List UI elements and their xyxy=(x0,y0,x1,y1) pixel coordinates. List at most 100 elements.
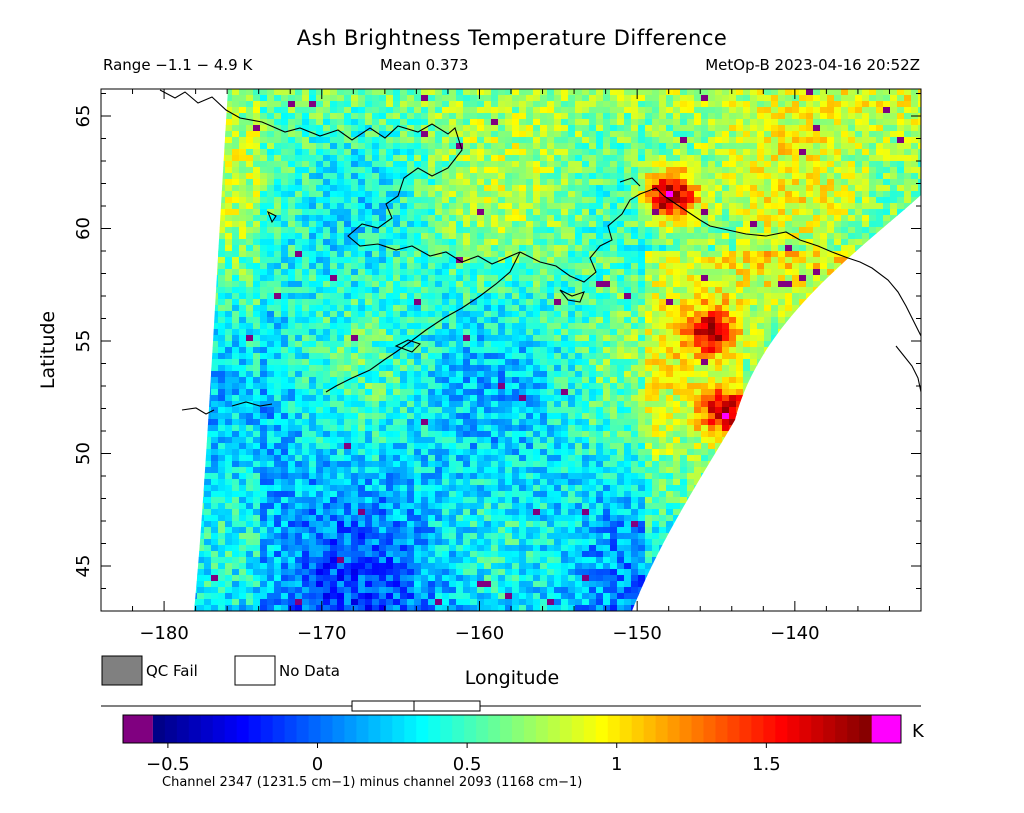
swath-pixel xyxy=(365,365,373,372)
swath-pixel xyxy=(561,155,569,162)
swath-pixel xyxy=(610,113,618,120)
swath-pixel xyxy=(379,299,387,306)
swath-pixel xyxy=(897,197,905,204)
swath-pixel xyxy=(463,125,471,132)
swath-pixel xyxy=(435,359,443,366)
swath-pixel xyxy=(596,329,604,336)
swath-pixel xyxy=(246,107,254,114)
swath-pixel xyxy=(785,299,793,306)
swath-pixel xyxy=(400,149,408,156)
swath-pixel xyxy=(414,155,422,162)
swath-pixel xyxy=(379,95,387,102)
swath-pixel xyxy=(344,281,352,288)
swath-pixel xyxy=(743,209,751,216)
swath-pixel xyxy=(386,341,394,348)
swath-pixel xyxy=(295,299,303,306)
swath-pixel xyxy=(274,335,282,342)
swath-pixel xyxy=(799,203,807,210)
swath-pixel xyxy=(407,167,415,174)
swath-pixel xyxy=(358,167,366,174)
swath-pixel xyxy=(729,203,737,210)
swath-pixel xyxy=(330,125,338,132)
swath-pixel xyxy=(792,113,800,120)
swath-pixel xyxy=(729,275,737,282)
swath-pixel xyxy=(428,167,436,174)
swath-pixel xyxy=(435,341,443,348)
swath-pixel xyxy=(323,359,331,366)
swath-pixel xyxy=(407,233,415,240)
swath-pixel xyxy=(666,191,674,198)
swath-pixel xyxy=(533,209,541,216)
swath-pixel xyxy=(344,347,352,354)
swath-pixel xyxy=(323,215,331,222)
swath-pixel xyxy=(540,359,548,366)
swath-pixel xyxy=(897,101,905,108)
swath-pixel xyxy=(456,155,464,162)
swath-pixel xyxy=(365,95,373,102)
swath-pixel xyxy=(358,275,366,282)
swath-pixel xyxy=(302,365,310,372)
swath-pixel xyxy=(302,89,310,96)
swath-pixel xyxy=(358,161,366,168)
swath-pixel xyxy=(498,113,506,120)
swath-pixel xyxy=(673,293,681,300)
swath-pixel xyxy=(827,227,835,234)
swath-pixel xyxy=(386,371,394,378)
swath-pixel xyxy=(330,323,338,330)
swath-pixel xyxy=(708,89,716,96)
swath-pixel xyxy=(316,197,324,204)
swath-pixel xyxy=(519,161,527,168)
swath-pixel xyxy=(610,167,618,174)
swath-pixel xyxy=(491,101,499,108)
swath-pixel xyxy=(540,167,548,174)
swath-pixel xyxy=(302,275,310,282)
swath-pixel xyxy=(449,245,457,252)
swath-pixel xyxy=(463,323,471,330)
swath-pixel xyxy=(281,371,289,378)
swath-pixel xyxy=(358,299,366,306)
swath-pixel xyxy=(316,119,324,126)
swath-pixel xyxy=(344,335,352,342)
swath-pixel xyxy=(603,269,611,276)
swath-pixel xyxy=(526,341,534,348)
swath-pixel xyxy=(379,155,387,162)
swath-pixel xyxy=(666,287,674,294)
swath-pixel xyxy=(589,203,597,210)
swath-pixel xyxy=(722,137,730,144)
swath-pixel xyxy=(337,305,345,312)
swath-pixel xyxy=(554,317,562,324)
swath-pixel xyxy=(533,341,541,348)
swath-pixel xyxy=(428,239,436,246)
swath-pixel xyxy=(463,143,471,150)
swath-pixel xyxy=(848,137,856,144)
swath-pixel xyxy=(582,227,590,234)
swath-pixel xyxy=(855,221,863,228)
swath-pixel xyxy=(421,173,429,180)
swath-pixel xyxy=(792,293,800,300)
swath-pixel xyxy=(477,287,485,294)
swath-pixel xyxy=(540,101,548,108)
swath-pixel xyxy=(792,203,800,210)
swath-pixel xyxy=(372,347,380,354)
swath-pixel xyxy=(302,311,310,318)
swath-pixel xyxy=(225,215,233,222)
swath-pixel xyxy=(519,155,527,162)
swath-pixel xyxy=(582,113,590,120)
swath-pixel xyxy=(813,209,821,216)
swath-pixel xyxy=(750,95,758,102)
swath-pixel xyxy=(736,257,744,264)
swath-pixel xyxy=(820,269,828,276)
swath-pixel xyxy=(337,191,345,198)
swath-pixel xyxy=(225,269,233,276)
swath-pixel xyxy=(603,311,611,318)
swath-pixel xyxy=(246,155,254,162)
swath-pixel xyxy=(547,359,555,366)
swath-pixel xyxy=(729,299,737,306)
swath-pixel xyxy=(547,197,555,204)
swath-pixel xyxy=(274,299,282,306)
swath-pixel xyxy=(414,359,422,366)
swath-pixel xyxy=(288,227,296,234)
swath-pixel xyxy=(428,281,436,288)
swath-pixel xyxy=(645,275,653,282)
swath-pixel xyxy=(624,197,632,204)
